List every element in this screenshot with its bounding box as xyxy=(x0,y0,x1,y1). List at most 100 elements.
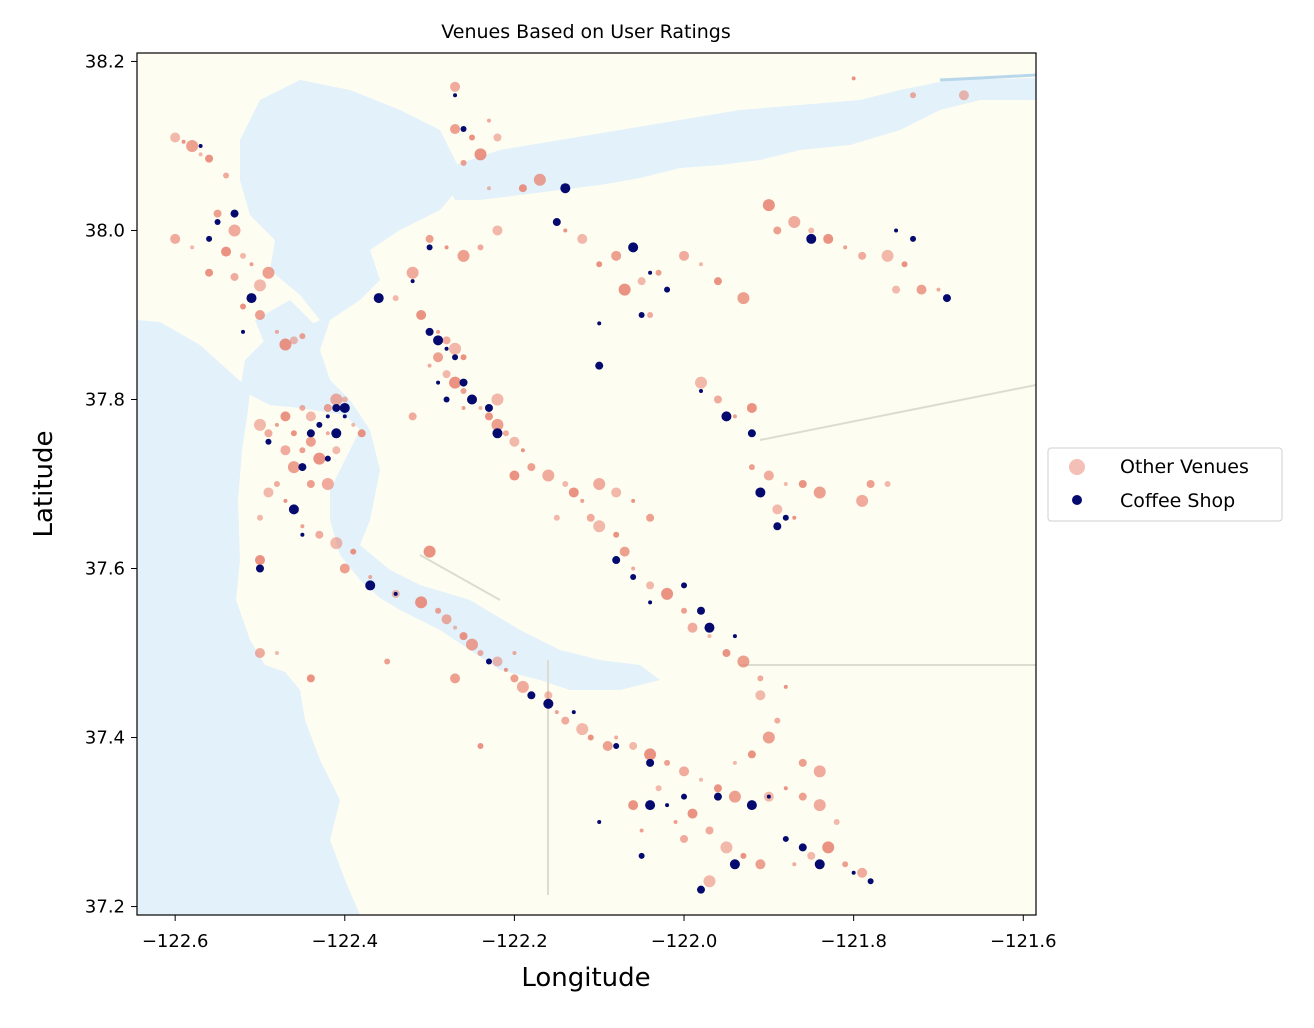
coffee-shop-point xyxy=(597,321,602,326)
other-venue-point xyxy=(449,376,462,389)
other-venue-point xyxy=(798,480,807,488)
other-venue-point xyxy=(737,655,750,668)
coffee-shop-point xyxy=(332,403,341,412)
coffee-shop-point xyxy=(782,835,789,842)
other-venue-point xyxy=(240,303,247,310)
coffee-shop-point xyxy=(485,658,492,665)
other-venue-point xyxy=(639,828,644,833)
legend-marker-other-venues xyxy=(1069,459,1085,475)
coffee-shop-point xyxy=(373,293,384,304)
ocean-water xyxy=(137,320,360,915)
other-venue-point xyxy=(687,622,698,633)
coffee-shop-point xyxy=(410,279,415,284)
legend: Other Venues Coffee Shop xyxy=(1047,447,1283,522)
coffee-shop-point xyxy=(342,414,347,419)
other-venue-point xyxy=(486,118,491,123)
other-venue-point xyxy=(774,717,781,724)
x-tick-label: −122.0 xyxy=(651,931,718,952)
other-venue-point xyxy=(661,587,674,600)
y-axis-label: Latitude xyxy=(29,430,59,537)
other-venue-point xyxy=(492,656,503,667)
other-venue-point xyxy=(644,748,657,761)
coffee-shop-point xyxy=(198,143,203,148)
other-venue-point xyxy=(466,638,479,651)
other-venue-point xyxy=(190,245,195,250)
other-venue-point xyxy=(843,245,848,250)
other-venue-point xyxy=(341,396,348,403)
other-venue-point xyxy=(406,266,419,279)
other-venue-point xyxy=(857,867,868,878)
coffee-shop-point xyxy=(571,710,576,715)
other-venue-point xyxy=(510,674,519,683)
coffee-shop-point xyxy=(597,820,602,825)
other-venue-point xyxy=(916,284,927,295)
coffee-shop-point xyxy=(393,591,398,596)
other-venue-point xyxy=(856,494,869,507)
other-venue-point xyxy=(436,329,441,334)
coffee-shop-point xyxy=(628,242,639,253)
coffee-shop-point xyxy=(747,429,756,438)
other-venue-point xyxy=(300,524,305,529)
coffee-shop-point xyxy=(894,228,899,233)
coffee-shop-point xyxy=(492,428,503,439)
other-venue-point xyxy=(618,283,631,296)
other-venue-point xyxy=(694,376,707,389)
other-venue-point xyxy=(351,422,356,427)
other-venue-point xyxy=(722,649,731,658)
other-venue-point xyxy=(469,134,476,141)
coffee-shop-point xyxy=(560,183,571,194)
other-venue-point xyxy=(512,651,517,656)
other-venue-point xyxy=(655,785,662,792)
other-venue-point xyxy=(655,269,662,276)
other-venue-point xyxy=(425,234,434,243)
y-tick-label: 37.2 xyxy=(85,897,125,918)
other-venue-point xyxy=(461,405,466,410)
other-venue-point xyxy=(223,172,230,179)
other-venue-point xyxy=(580,498,585,503)
y-tick-label: 38.2 xyxy=(85,51,125,72)
coffee-shop-point xyxy=(595,361,604,370)
other-venue-point xyxy=(299,447,306,454)
other-venue-point xyxy=(910,92,917,99)
coffee-shop-point xyxy=(681,582,688,589)
coffee-shop-point xyxy=(425,327,434,336)
other-venue-point xyxy=(460,159,467,166)
coffee-shop-point xyxy=(436,380,441,385)
other-venue-point xyxy=(679,250,690,261)
other-venue-point xyxy=(221,246,232,257)
coffee-shop-point xyxy=(426,244,433,251)
coffee-shop-point xyxy=(443,396,450,403)
coffee-shop-point xyxy=(613,742,620,749)
other-venue-point xyxy=(698,262,703,267)
x-tick-label: −121.6 xyxy=(990,931,1057,952)
other-venue-point xyxy=(460,388,467,395)
other-venue-point xyxy=(596,261,603,268)
other-venue-point xyxy=(477,650,484,657)
other-venue-point xyxy=(444,245,449,250)
other-venue-point xyxy=(577,233,588,244)
other-venue-point xyxy=(728,790,741,803)
coffee-shop-point xyxy=(732,634,737,639)
other-venue-point xyxy=(527,463,536,472)
other-venue-point xyxy=(502,430,509,437)
other-venue-point xyxy=(732,760,737,765)
other-venue-point xyxy=(713,395,722,404)
other-venue-point xyxy=(254,309,265,320)
delta-river xyxy=(939,73,1036,82)
coffee-shop-point xyxy=(324,455,331,462)
other-venue-point xyxy=(518,184,527,193)
coffee-shop-point xyxy=(325,414,330,419)
other-venue-point xyxy=(205,268,214,277)
other-venue-point xyxy=(553,514,560,521)
other-venue-point xyxy=(477,742,484,749)
other-venue-point xyxy=(681,607,688,614)
other-venue-point xyxy=(283,498,288,503)
other-venue-point xyxy=(491,418,504,431)
other-venue-point xyxy=(520,448,525,453)
other-venue-point xyxy=(587,734,594,741)
other-venue-point xyxy=(673,820,678,825)
other-venue-point xyxy=(720,841,733,854)
other-venue-point xyxy=(274,651,279,656)
other-venue-point xyxy=(350,548,357,555)
